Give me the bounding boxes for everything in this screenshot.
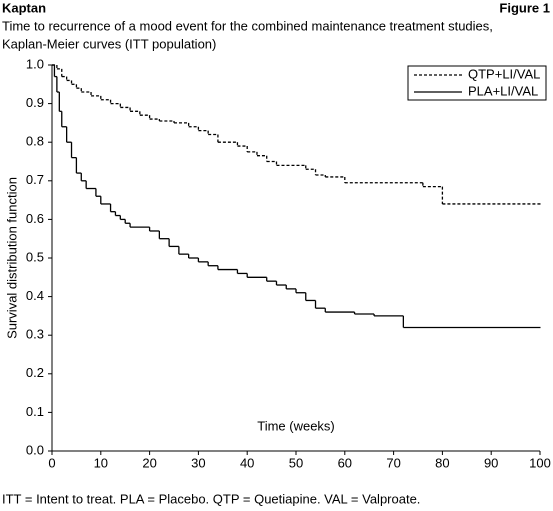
y-tick-label: 1.0 (26, 56, 44, 71)
x-tick-label: 30 (191, 455, 205, 470)
chart-title: Time to recurrence of a mood event for t… (2, 18, 493, 33)
x-tick-label: 50 (289, 455, 303, 470)
chart-title: Kaplan-Meier curves (ITT population) (2, 36, 216, 51)
x-tick-label: 20 (142, 455, 156, 470)
x-tick-label: 60 (338, 455, 352, 470)
y-axis-label: Survival distribution function (4, 177, 19, 339)
header-left: Kaptan (2, 0, 46, 15)
y-tick-label: 0.4 (26, 288, 44, 303)
x-tick-label: 10 (94, 455, 108, 470)
y-tick-label: 0.5 (26, 249, 44, 264)
y-tick-label: 0.8 (26, 134, 44, 149)
y-tick-label: 0.9 (26, 95, 44, 110)
x-tick-label: 0 (48, 455, 55, 470)
legend-label: PLA+LI/VAL (468, 83, 538, 98)
y-tick-label: 0.6 (26, 211, 44, 226)
legend-box (407, 65, 547, 101)
x-tick-label: 40 (240, 455, 254, 470)
y-tick-label: 0.3 (26, 327, 44, 342)
x-tick-label: 90 (484, 455, 498, 470)
y-tick-label: 0.1 (26, 404, 44, 419)
x-tick-label: 70 (386, 455, 400, 470)
x-tick-label: 80 (435, 455, 449, 470)
y-tick-label: 0.7 (26, 172, 44, 187)
legend-label: QTP+LI/VAL (468, 66, 540, 81)
y-tick-label: 0.0 (26, 442, 44, 457)
x-tick-label: 100 (529, 455, 551, 470)
header-right: Figure 1 (499, 0, 550, 15)
x-axis-label: Time (weeks) (257, 418, 335, 433)
footnote: ITT = Intent to treat. PLA = Placebo. QT… (2, 491, 420, 506)
y-tick-label: 0.2 (26, 365, 44, 380)
